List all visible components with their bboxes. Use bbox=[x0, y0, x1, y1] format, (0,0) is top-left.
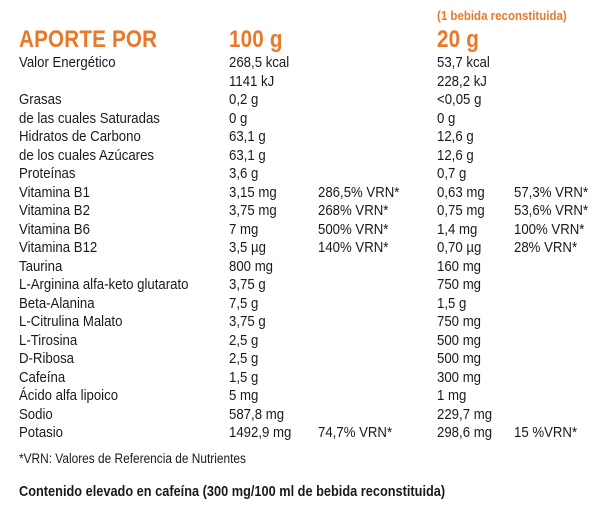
nutrient-name: Sodio bbox=[19, 405, 53, 423]
nutrient-name: Vitamina B2 bbox=[19, 202, 90, 219]
value-per-100g: 3,6 g bbox=[229, 165, 259, 182]
value-per-100g: 0 g bbox=[229, 109, 248, 127]
value-per-100g: 1141 kJ bbox=[229, 72, 275, 90]
nutrient-name: Cafeína bbox=[19, 368, 66, 386]
nutrient-name: L-Tirosina bbox=[19, 331, 78, 349]
nutrient-name: Valor Energético bbox=[19, 54, 116, 71]
vrn-per-20g: 53,6% VRN* bbox=[514, 202, 589, 219]
nutrient-name: Proteínas bbox=[19, 165, 76, 182]
nutrient-name: Vitamina B6 bbox=[19, 220, 90, 238]
nutrient-name: Ácido alfa lipoico bbox=[19, 387, 119, 404]
value-per-100g: 3,15 mg bbox=[229, 183, 277, 201]
serving-note: (1 bebida reconstituida) bbox=[437, 9, 567, 23]
value-per-20g: 500 mg bbox=[437, 350, 482, 367]
value-per-100g: 5 mg bbox=[229, 387, 259, 404]
value-per-100g: 3,5 µg bbox=[229, 239, 266, 256]
nutrient-name: de los cuales Azúcares bbox=[19, 146, 155, 164]
value-per-100g: 3,75 mg bbox=[229, 202, 277, 219]
nutrient-name: Potasio bbox=[19, 424, 64, 441]
value-per-100g: 1,5 g bbox=[229, 368, 259, 386]
nutrient-name: D-Ribosa bbox=[19, 350, 75, 367]
vrn-per-20g: 15 %VRN* bbox=[514, 424, 578, 441]
value-per-20g: 0,75 mg bbox=[437, 202, 485, 219]
vrn-per-100g: 268% VRN* bbox=[318, 202, 389, 219]
nutrient-name: Vitamina B1 bbox=[19, 183, 90, 201]
value-per-100g: 800 mg bbox=[229, 257, 274, 275]
vrn-per-20g: 28% VRN* bbox=[514, 239, 578, 256]
value-per-20g: 12,6 g bbox=[437, 128, 474, 145]
value-per-20g: 300 mg bbox=[437, 368, 482, 386]
nutrient-name: L-Arginina alfa-keto glutarato bbox=[19, 276, 189, 293]
value-per-20g: 750 mg bbox=[437, 313, 482, 330]
value-per-100g: 2,5 g bbox=[229, 350, 259, 367]
value-per-100g: 3,75 g bbox=[229, 313, 266, 330]
nutrient-name: Hidratos de Carbono bbox=[19, 128, 141, 145]
vrn-per-20g: 57,3% VRN* bbox=[514, 183, 589, 201]
value-per-20g: <0,05 g bbox=[437, 91, 482, 108]
value-per-100g: 63,1 g bbox=[229, 128, 266, 145]
value-per-100g: 7,5 g bbox=[229, 294, 259, 312]
nutrient-name: Taurina bbox=[19, 257, 63, 275]
value-per-100g: 1492,9 mg bbox=[229, 424, 292, 441]
header-title: APORTE POR bbox=[19, 26, 158, 53]
header-col-20g: 20 g bbox=[437, 26, 479, 53]
header-col-100g: 100 g bbox=[229, 26, 283, 53]
value-per-100g: 268,5 kcal bbox=[229, 54, 290, 71]
value-per-20g: 0,70 µg bbox=[437, 239, 482, 256]
value-per-20g: 12,6 g bbox=[437, 146, 474, 164]
value-per-20g: 229,7 mg bbox=[437, 405, 493, 423]
caffeine-statement: Contenido elevado en cafeína (300 mg/100… bbox=[19, 484, 446, 500]
value-per-20g: 0,7 g bbox=[437, 165, 467, 182]
value-per-100g: 2,5 g bbox=[229, 331, 259, 349]
value-per-20g: 750 mg bbox=[437, 276, 482, 293]
value-per-100g: 0,2 g bbox=[229, 91, 259, 108]
value-per-100g: 3,75 g bbox=[229, 276, 266, 293]
value-per-20g: 228,2 kJ bbox=[437, 72, 487, 90]
vrn-footnote: *VRN: Valores de Referencia de Nutriente… bbox=[19, 451, 246, 466]
nutrient-name: de las cuales Saturadas bbox=[19, 109, 160, 127]
value-per-20g: 53,7 kcal bbox=[437, 54, 490, 71]
value-per-20g: 500 mg bbox=[437, 331, 482, 349]
value-per-100g: 587,8 mg bbox=[229, 405, 285, 423]
value-per-20g: 1,5 g bbox=[437, 294, 467, 312]
value-per-20g: 1,4 mg bbox=[437, 220, 478, 238]
vrn-per-100g: 500% VRN* bbox=[318, 220, 389, 238]
value-per-20g: 298,6 mg bbox=[437, 424, 493, 441]
vrn-per-100g: 286,5% VRN* bbox=[318, 183, 400, 201]
value-per-20g: 0 g bbox=[437, 109, 456, 127]
value-per-100g: 7 mg bbox=[229, 220, 259, 238]
vrn-per-100g: 74,7% VRN* bbox=[318, 424, 393, 441]
value-per-20g: 1 mg bbox=[437, 387, 467, 404]
vrn-per-100g: 140% VRN* bbox=[318, 239, 389, 256]
value-per-100g: 63,1 g bbox=[229, 146, 266, 164]
nutrient-name: Grasas bbox=[19, 91, 62, 108]
nutrient-name: Beta-Alanina bbox=[19, 294, 95, 312]
nutrient-name: L-Citrulina Malato bbox=[19, 313, 123, 330]
nutrient-name: Vitamina B12 bbox=[19, 239, 98, 256]
value-per-20g: 160 mg bbox=[437, 257, 482, 275]
value-per-20g: 0,63 mg bbox=[437, 183, 485, 201]
vrn-per-20g: 100% VRN* bbox=[514, 220, 585, 238]
